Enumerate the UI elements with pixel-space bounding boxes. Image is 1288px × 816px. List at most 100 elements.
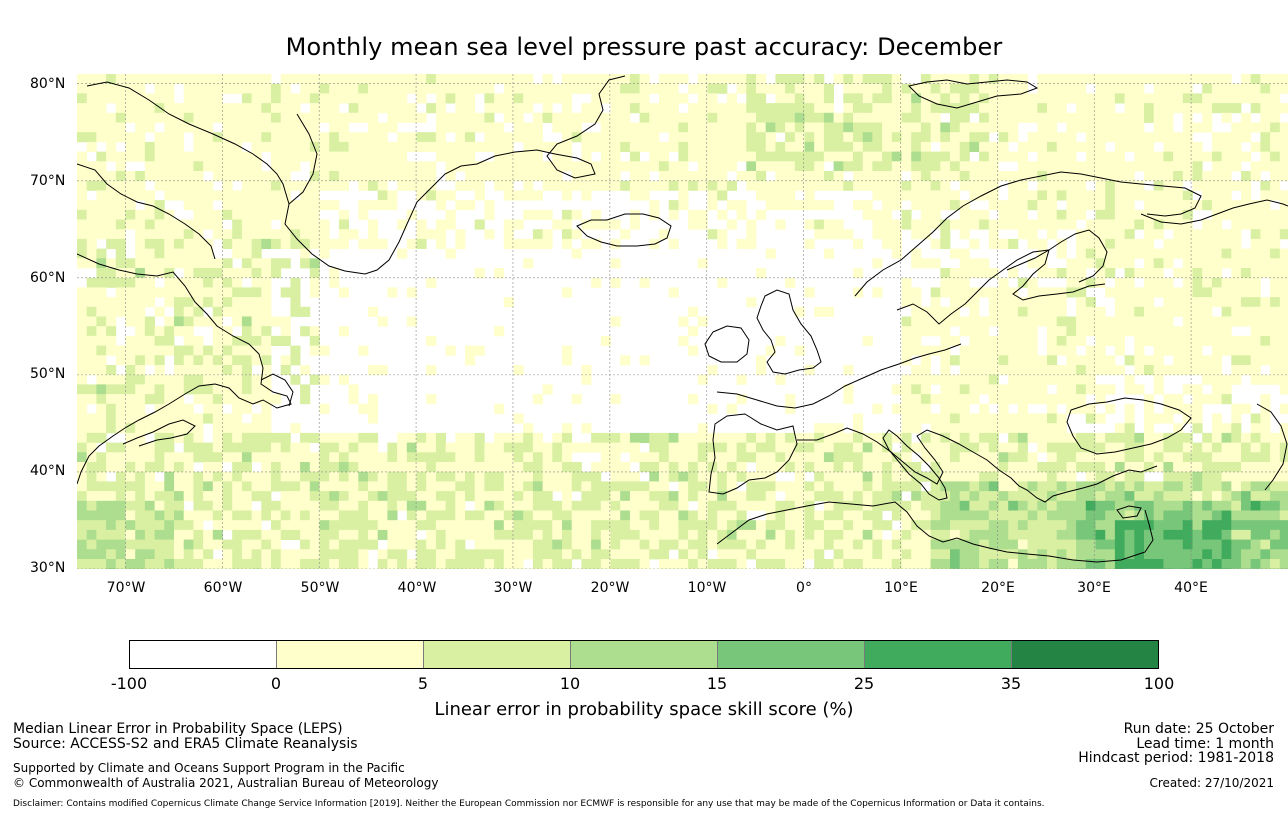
skill-cell bbox=[1027, 413, 1038, 424]
skill-cell bbox=[1182, 471, 1193, 482]
skill-cell bbox=[338, 229, 349, 240]
skill-cell bbox=[756, 171, 767, 182]
skill-cell bbox=[1260, 122, 1271, 133]
skill-cell bbox=[1027, 394, 1038, 405]
skill-cell bbox=[465, 171, 476, 182]
skill-cell bbox=[872, 161, 883, 172]
skill-cell bbox=[620, 122, 631, 133]
skill-cell bbox=[591, 500, 602, 511]
skill-cell bbox=[649, 500, 660, 511]
skill-cell bbox=[756, 452, 767, 463]
skill-cell bbox=[659, 432, 670, 443]
skill-cell bbox=[532, 171, 543, 182]
skill-cell bbox=[435, 238, 446, 249]
skill-cell bbox=[1163, 171, 1174, 182]
skill-cell bbox=[707, 161, 718, 172]
skill-cell bbox=[746, 151, 757, 162]
skill-cell bbox=[950, 200, 961, 211]
skill-cell bbox=[164, 423, 175, 434]
skill-cell bbox=[988, 365, 999, 376]
skill-cell bbox=[261, 423, 272, 434]
skill-cell bbox=[290, 559, 301, 569]
skill-cell bbox=[950, 141, 961, 152]
skill-cell bbox=[1114, 219, 1125, 230]
skill-cell bbox=[523, 432, 534, 443]
skill-cell bbox=[1270, 83, 1281, 94]
skill-cell bbox=[940, 180, 951, 191]
skill-cell bbox=[930, 74, 941, 85]
skill-cell bbox=[571, 549, 582, 560]
skill-cell bbox=[1066, 345, 1077, 356]
skill-cell bbox=[688, 549, 699, 560]
skill-cell bbox=[251, 93, 262, 104]
skill-cell bbox=[135, 141, 146, 152]
skill-cell bbox=[125, 258, 136, 269]
skill-cell bbox=[1182, 510, 1193, 521]
skill-cell bbox=[193, 258, 204, 269]
skill-cell bbox=[930, 529, 941, 540]
skill-cell bbox=[358, 559, 369, 569]
skill-cell bbox=[290, 345, 301, 356]
skill-cell bbox=[1095, 122, 1106, 133]
skill-cell bbox=[474, 180, 485, 191]
skill-cell bbox=[814, 180, 825, 191]
skill-cell bbox=[1008, 491, 1019, 502]
skill-cell bbox=[125, 510, 136, 521]
skill-cell bbox=[1153, 151, 1164, 162]
skill-cell bbox=[629, 209, 640, 220]
skill-cell bbox=[814, 559, 825, 569]
skill-cell bbox=[1114, 462, 1125, 473]
skill-cell bbox=[1250, 258, 1261, 269]
skill-cell bbox=[1105, 326, 1116, 337]
skill-cell bbox=[300, 141, 311, 152]
skill-cell bbox=[1173, 248, 1184, 259]
skill-cell bbox=[1134, 452, 1145, 463]
skill-cell bbox=[445, 219, 456, 230]
skill-cell bbox=[241, 297, 252, 308]
footer-disclaimer: Disclaimer: Contains modified Copernicus… bbox=[13, 799, 1045, 809]
lat-label-30n: 30°N bbox=[30, 560, 66, 576]
skill-cell bbox=[1114, 209, 1125, 220]
skill-cell bbox=[620, 539, 631, 550]
skill-cell bbox=[823, 180, 834, 191]
skill-cell bbox=[1270, 365, 1281, 376]
skill-cell bbox=[891, 500, 902, 511]
skill-cell bbox=[455, 151, 466, 162]
skill-cell bbox=[804, 442, 815, 453]
skill-cell bbox=[280, 132, 291, 143]
colorbar-tick: 35 bbox=[1000, 674, 1022, 693]
skill-cell bbox=[1066, 83, 1077, 94]
skill-cell bbox=[862, 549, 873, 560]
skill-cell bbox=[1037, 500, 1048, 511]
skill-cell bbox=[814, 112, 825, 123]
skill-cell bbox=[513, 219, 524, 230]
skill-cell bbox=[125, 481, 136, 492]
skill-cell bbox=[1047, 306, 1058, 317]
skill-cell bbox=[1202, 452, 1213, 463]
skill-cell bbox=[329, 491, 340, 502]
coastline-continent bbox=[716, 343, 962, 409]
skill-cell bbox=[406, 462, 417, 473]
skill-cell bbox=[862, 559, 873, 569]
skill-cell bbox=[1134, 481, 1145, 492]
skill-cell bbox=[1066, 462, 1077, 473]
skill-cell bbox=[1144, 462, 1155, 473]
skill-cell bbox=[455, 549, 466, 560]
skill-cell bbox=[1163, 462, 1174, 473]
skill-cell bbox=[639, 190, 650, 201]
skill-cell bbox=[1202, 520, 1213, 531]
skill-cell bbox=[1008, 297, 1019, 308]
skill-cell bbox=[920, 452, 931, 463]
skill-cell bbox=[717, 432, 728, 443]
skill-cell bbox=[251, 229, 262, 240]
skill-cell bbox=[1231, 268, 1242, 279]
skill-cell bbox=[1027, 219, 1038, 230]
skill-cell bbox=[164, 462, 175, 473]
skill-cell bbox=[309, 180, 320, 191]
skill-cell bbox=[1163, 549, 1174, 560]
skill-cell bbox=[562, 432, 573, 443]
skill-cell bbox=[1231, 200, 1242, 211]
skill-cell bbox=[717, 229, 728, 240]
skill-cell bbox=[1241, 151, 1252, 162]
skill-cell bbox=[532, 151, 543, 162]
